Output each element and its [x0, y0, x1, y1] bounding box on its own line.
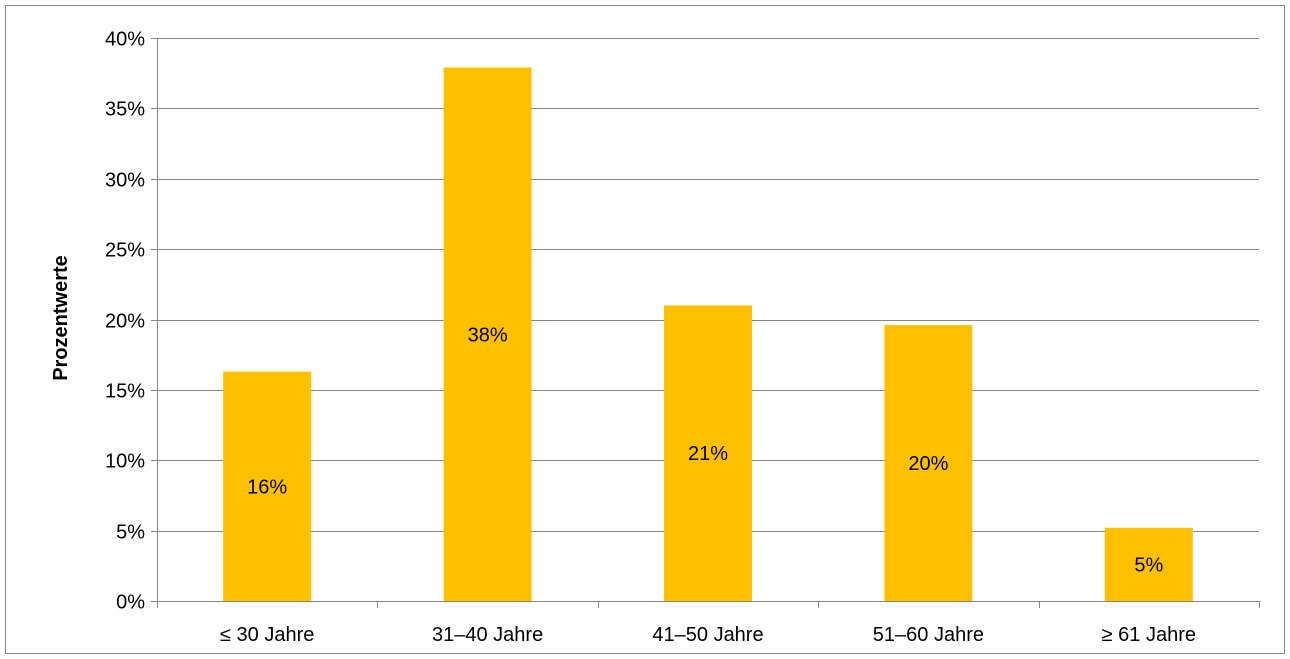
bar [223, 371, 312, 601]
x-tick-label: ≤ 30 Jahre [220, 624, 314, 646]
data-label: 16% [247, 476, 287, 498]
y-tick-label: 20% [105, 311, 145, 333]
data-label: 20% [908, 453, 948, 475]
y-tick-label: 40% [105, 29, 145, 51]
y-tick-label: 5% [116, 522, 145, 544]
bars [223, 67, 1193, 602]
chart-frame [5, 5, 1285, 654]
y-tick-label: 30% [105, 170, 145, 192]
y-tick-label: 0% [116, 592, 145, 614]
data-labels: 16% 38% 21% 20% 5% [247, 324, 1163, 576]
gridlines [157, 38, 1259, 532]
bar [443, 67, 532, 602]
y-tick-labels: 0% 5% 10% 15% 20% 25% 30% 35% 40% [105, 29, 145, 614]
x-tick-labels: ≤ 30 Jahre 31–40 Jahre 41–50 Jahre 51–60 Ja… [220, 624, 1196, 646]
x-tick-label: 51–60 Jahre [873, 624, 984, 646]
data-label: 5% [1134, 554, 1163, 576]
y-tick-label: 35% [105, 99, 145, 121]
bar [664, 305, 752, 601]
x-tick-label: ≥ 61 Jahre [1102, 624, 1196, 646]
y-axis-title: Prozentwerte [50, 255, 72, 381]
y-tick-label: 15% [105, 381, 145, 403]
x-tick-label: 31–40 Jahre [432, 624, 543, 646]
axes [151, 38, 1260, 608]
y-tick-label: 25% [105, 240, 145, 262]
data-label: 38% [468, 324, 508, 346]
x-tick-label: 41–50 Jahre [652, 624, 763, 646]
bar [884, 325, 973, 601]
y-tick-label: 10% [105, 451, 145, 473]
data-label: 21% [688, 443, 728, 465]
bar [1104, 527, 1193, 601]
